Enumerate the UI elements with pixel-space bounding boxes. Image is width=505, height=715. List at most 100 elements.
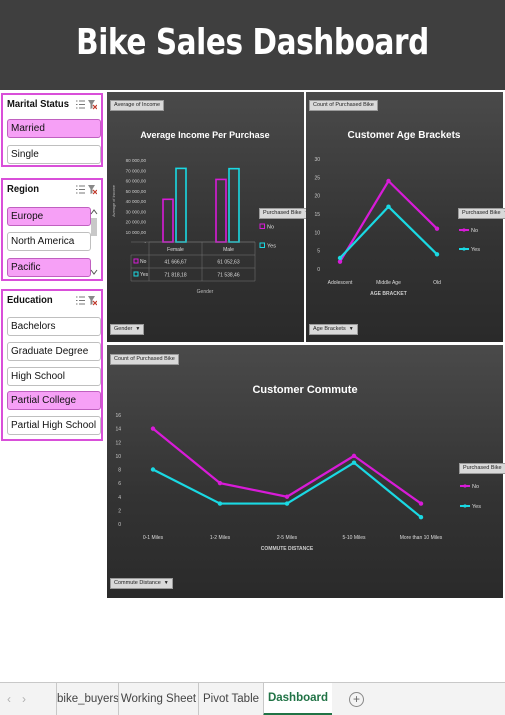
clear-filter-icon[interactable] [88, 295, 97, 306]
tab-bike-buyers[interactable]: bike_buyers [56, 683, 119, 715]
legend-label: Yes [267, 244, 276, 250]
y-tick-label: 5 [317, 249, 320, 255]
legend-label: Yes [471, 247, 480, 253]
legend-field-label: Purchased Bike [463, 465, 502, 471]
slicer-item-pacific[interactable]: Pacific [7, 258, 91, 277]
x-category-label: Male [223, 247, 234, 253]
chart-age-brackets[interactable]: Count of Purchased Bike Age Brackets ▼ Pu… [306, 92, 505, 342]
value-field-button[interactable]: Count of Purchased Bike [110, 354, 179, 365]
data-point-yes [351, 460, 357, 465]
y-tick-label: 2 [118, 508, 121, 514]
y-tick-label: 15 [314, 212, 320, 218]
chart-average-income[interactable]: Average of Income Gender ▼ Purchased Bike… [107, 92, 314, 342]
clear-filter-icon[interactable] [88, 99, 97, 110]
data-point-no [418, 501, 424, 506]
y-axis-label: Average of Income [112, 185, 116, 217]
slicer-item-europe[interactable]: Europe [7, 207, 91, 226]
value-field-button[interactable]: Average of Income [110, 100, 165, 111]
tab-pivot-table[interactable]: Pivot Table [198, 683, 263, 715]
y-tick-label: 20 [314, 194, 320, 200]
dropdown-icon: ▼ [348, 326, 354, 332]
legend-field-label: Purchased Bike [263, 210, 302, 216]
axis-field-label: Gender [114, 326, 133, 332]
data-point-yes [284, 501, 290, 506]
x-category-label: More than 10 Miles [400, 535, 443, 541]
axis-field-label: Age Brackets [313, 326, 346, 332]
plus-circle-icon[interactable]: + [349, 692, 364, 707]
x-category-label: Female [167, 247, 184, 253]
slicer-title: Region [7, 183, 40, 195]
axis-field-button[interactable]: Commute Distance ▼ [110, 578, 173, 589]
chart-title: Customer Age Brackets [347, 130, 460, 141]
slicer-header: Marital Status [3, 95, 101, 115]
legend-key [259, 223, 265, 229]
tab-dashboard[interactable]: Dashboard [263, 683, 332, 715]
legend-label: No [267, 225, 274, 231]
x-category-label: Middle Age [376, 280, 401, 286]
slicer-header: Region [3, 180, 101, 200]
data-point-yes [434, 252, 440, 257]
chevron-right-icon[interactable]: › [22, 692, 26, 706]
chevron-left-icon[interactable]: ‹ [7, 692, 11, 706]
slicer-item-high-school[interactable]: High School [7, 367, 101, 386]
slicer-item-partial-high-school[interactable]: Partial High School [7, 416, 101, 435]
value-field-button[interactable]: Count of Purchased Bike [309, 100, 378, 111]
x-category-label: Adolescent [328, 280, 353, 286]
y-tick-label: 4 [118, 495, 121, 501]
title-banner: Bike Sales Dashboard [0, 0, 505, 90]
axis-field-button[interactable]: Age Brackets ▼ [309, 324, 358, 335]
slicer-item-single[interactable]: Single [7, 145, 101, 164]
legend-field-button[interactable]: Purchased Bike▼ [458, 208, 505, 219]
axis-field-button[interactable]: Gender ▼ [110, 324, 145, 335]
slicer-item-bachelors[interactable]: Bachelors [7, 317, 101, 336]
y-tick-label: - [144, 240, 146, 245]
data-point-no [150, 426, 156, 431]
y-tick-label: 10 000,00 [126, 230, 147, 235]
data-point-no [351, 453, 357, 459]
data-point-yes [418, 514, 424, 520]
series-line-no [152, 427, 422, 505]
legend-marker [463, 484, 467, 488]
data-point-no [337, 259, 343, 264]
multi-select-icon[interactable] [76, 99, 85, 110]
legend-marker [463, 504, 467, 508]
slicer-item-married[interactable]: Married [7, 119, 101, 138]
slicer-marital-status: Marital Status Married Single [1, 93, 103, 167]
data-point-yes [337, 255, 343, 261]
slicer-item-north-america[interactable]: North America [7, 232, 91, 251]
legend-marker [462, 228, 466, 232]
multi-select-icon[interactable] [76, 184, 85, 195]
multi-select-icon[interactable] [76, 295, 85, 306]
y-tick-label: 70 000,00 [126, 168, 147, 173]
data-point-yes [386, 204, 391, 209]
y-tick-label: 25 [314, 175, 320, 181]
bar-yes-female [175, 167, 187, 243]
slicer-scrollbar[interactable] [90, 207, 98, 277]
y-tick-label: 6 [118, 481, 121, 487]
y-tick-label: 50 000,00 [126, 189, 147, 194]
legend-marker [462, 247, 466, 251]
data-table-value: 61 052,63 [217, 260, 239, 266]
slicer-item-partial-college[interactable]: Partial College [7, 391, 101, 410]
x-category-label: 0-1 Miles [143, 535, 164, 541]
legend-label: No [471, 228, 478, 234]
chart-commute[interactable]: Count of Purchased Bike Commute Distance… [107, 345, 505, 598]
dropdown-icon: ▼ [504, 210, 505, 216]
bar-yes-male [228, 167, 240, 243]
y-tick-label: 10 [314, 230, 320, 236]
dashboard-title: Bike Sales Dashboard [76, 22, 429, 63]
x-category-label: Old [433, 280, 441, 286]
table-legend-key [133, 258, 139, 264]
chart-plot-income: Average Income Per Purchase - 10 000,00 20 … [112, 130, 276, 295]
y-tick-label: 40 000,00 [126, 199, 147, 204]
clear-filter-icon[interactable] [88, 184, 97, 195]
dropdown-icon: ▼ [163, 580, 169, 586]
bar-no-female [162, 198, 174, 243]
tab-working-sheet[interactable]: Working Sheet [118, 683, 198, 715]
bar-no-male [215, 178, 227, 243]
slicer-item-graduate-degree[interactable]: Graduate Degree [7, 342, 101, 361]
data-point-no [434, 226, 440, 231]
sheet-tab-bar: ‹ › bike_buyers Working Sheet Pivot Tabl… [0, 682, 505, 715]
x-category-label: 5-10 Miles [342, 535, 366, 541]
